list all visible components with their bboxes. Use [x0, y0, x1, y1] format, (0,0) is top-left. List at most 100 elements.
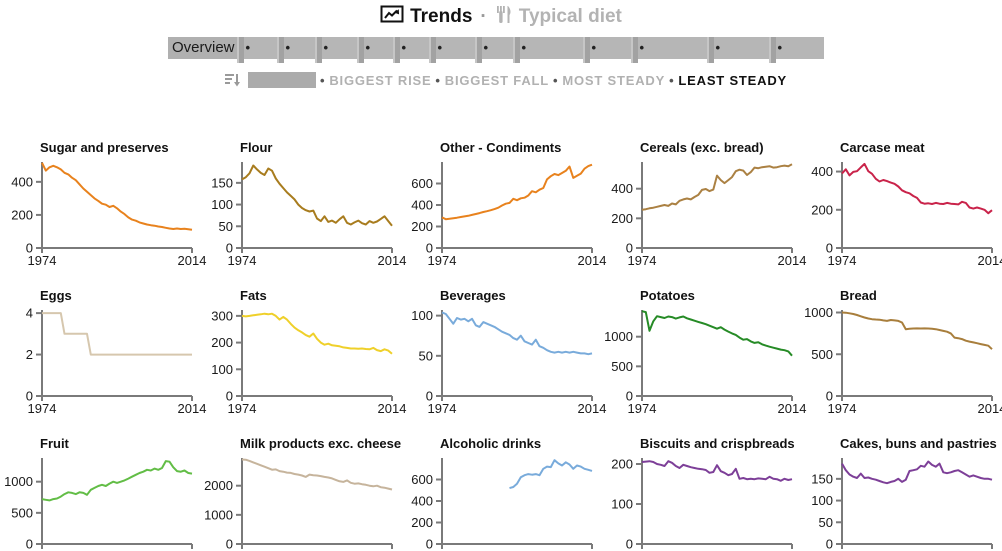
nav-segment[interactable]: •: [276, 37, 315, 63]
nav-segment[interactable]: •: [512, 37, 583, 63]
y-tick-label: 100: [811, 493, 833, 508]
chart-cell[interactable]: Flour 0 50 100 150 1974 2014: [202, 140, 406, 273]
y-tick-label: 100: [211, 197, 233, 212]
x-tick-label: 1974: [28, 401, 57, 416]
x-tick-label: 1974: [228, 549, 257, 551]
chart-plot: 0 1000 2000 1974 2014: [204, 458, 406, 551]
nav-separator: [392, 37, 400, 63]
x-tick-label: 2014: [578, 253, 607, 268]
chart-line: [641, 310, 793, 357]
chart-cell[interactable]: Sugar and preserves 0 200 400 1974 2014: [2, 140, 206, 273]
sort-order-icon[interactable]: [224, 72, 240, 88]
x-tick-label: 1974: [428, 253, 457, 268]
chart-cell[interactable]: Fruit 0 500 1000 1974 2014: [2, 436, 206, 551]
y-tick-label: 400: [411, 198, 433, 213]
x-tick-label: 2014: [778, 549, 807, 551]
y-tick-label: 50: [819, 515, 833, 530]
chart-cell[interactable]: Alcoholic drinks 0 200 400 600 1974 2014: [402, 436, 606, 551]
nav-separator: [356, 37, 364, 63]
nav-separator: [512, 37, 520, 63]
chart-line: [841, 162, 993, 215]
nav-segment[interactable]: •: [630, 37, 707, 63]
nav-segment[interactable]: •: [392, 37, 429, 63]
tab-trends-label: Trends: [410, 6, 473, 27]
tab-trends[interactable]: Trends: [380, 5, 472, 30]
y-tick-label: 200: [11, 207, 33, 222]
y-tick-label: 0: [826, 241, 833, 256]
chart-line: [241, 312, 393, 355]
y-tick-label: 200: [411, 219, 433, 234]
y-tick-label: 4: [26, 306, 33, 321]
chart-title: Eggs: [40, 288, 72, 303]
x-tick-label: 2014: [978, 401, 1002, 416]
chart-title: Potatoes: [640, 288, 695, 303]
nav-dot: •: [437, 40, 443, 55]
sort-option-most-steady[interactable]: MOST STEADY: [562, 72, 666, 88]
nav-segment[interactable]: •: [236, 37, 277, 63]
chart-line: [241, 458, 393, 491]
y-tick-label: 150: [211, 175, 233, 190]
x-tick-label: 2014: [778, 253, 807, 268]
chart-plot: 0 200 400 1974 2014: [811, 162, 1002, 268]
chart-cell[interactable]: Fats 0 100 200 300 1974 2014: [202, 288, 406, 421]
y-tick-label: 1000: [4, 474, 33, 489]
chart-line: [241, 164, 393, 227]
y-tick-label: 500: [611, 359, 633, 374]
nav-segment[interactable]: •: [582, 37, 631, 63]
y-tick-label: 200: [211, 335, 233, 350]
y-tick-label: 600: [411, 176, 433, 191]
x-tick-label: 2014: [378, 549, 407, 551]
nav-dot: •: [401, 40, 407, 55]
chart-cell[interactable]: Carcase meat 0 200 400 1974 2014: [802, 140, 1002, 273]
x-tick-label: 2014: [178, 253, 207, 268]
nav-dot: •: [715, 40, 721, 55]
nav-segment[interactable]: •: [768, 37, 831, 63]
y-tick-label: 200: [411, 515, 433, 530]
y-tick-label: 400: [611, 181, 633, 196]
sort-option-biggest-rise[interactable]: BIGGEST RISE: [329, 72, 432, 88]
x-tick-label: 1974: [628, 401, 657, 416]
chart-plot: 0 50 100 1974 2014: [411, 308, 606, 416]
sort-selected-box[interactable]: [248, 72, 316, 88]
y-tick-label: 0: [626, 389, 633, 404]
nav-overview-label[interactable]: Overview: [168, 37, 237, 59]
y-tick-label: 100: [611, 497, 633, 512]
chart-cell[interactable]: Biscuits and crispbreads 0 100 200 1974 2014: [602, 436, 806, 551]
chart-plot: 0 2 4 1974 2014: [26, 306, 207, 416]
x-tick-label: 2014: [178, 401, 207, 416]
nav-separator: [768, 37, 776, 63]
chart-cell[interactable]: Cakes, buns and pastries 0 50 100 150 1974 201…: [802, 436, 1002, 551]
nav-segment[interactable]: •: [428, 37, 475, 63]
chart-plot: 0 500 1000 1974 2014: [804, 305, 1002, 416]
sort-bullet: •: [435, 72, 441, 88]
chart-cell[interactable]: Bread 0 500 1000 1974 2014: [802, 288, 1002, 421]
line-chart-icon: [380, 5, 404, 30]
chart-cell[interactable]: Other - Condiments 0 200 400 600 1974 2014: [402, 140, 606, 273]
chart-cell[interactable]: Potatoes 0 500 1000 1974 2014: [602, 288, 806, 421]
chart-line: [841, 460, 993, 485]
y-tick-label: 150: [811, 471, 833, 486]
nav-segment[interactable]: •: [356, 37, 393, 63]
x-tick-label: 2014: [978, 549, 1002, 551]
nav-dot: •: [777, 40, 783, 55]
nav-dot: •: [323, 40, 329, 55]
chart-cell[interactable]: Eggs 0 2 4 1974 2014: [2, 288, 207, 421]
y-tick-label: 300: [211, 308, 233, 323]
y-tick-label: 0: [226, 537, 233, 551]
nav-separator: [428, 37, 436, 63]
nav-segment[interactable]: •: [706, 37, 769, 63]
sort-option-biggest-fall[interactable]: BIGGEST FALL: [444, 72, 549, 88]
nav-segment[interactable]: •: [314, 37, 357, 63]
chart-cell[interactable]: Milk products exc. cheese 0 1000 2000 1974 20…: [202, 436, 406, 551]
nav-dot: •: [365, 40, 371, 55]
chart-cell[interactable]: Beverages 0 50 100 1974 2014: [402, 288, 606, 421]
chart-cell[interactable]: Cereals (exc. bread) 0 200 400 1974 2014: [602, 140, 806, 273]
sort-option-least-steady[interactable]: LEAST STEADY: [678, 72, 787, 88]
x-tick-label: 2014: [978, 253, 1002, 268]
x-tick-label: 1974: [628, 253, 657, 268]
tab-typical-diet[interactable]: Typical diet: [495, 5, 622, 30]
chart-title: Milk products exc. cheese: [240, 436, 402, 451]
sort-bullet: •: [553, 72, 559, 88]
y-tick-label: 100: [211, 362, 233, 377]
nav-segment[interactable]: •: [474, 37, 513, 63]
